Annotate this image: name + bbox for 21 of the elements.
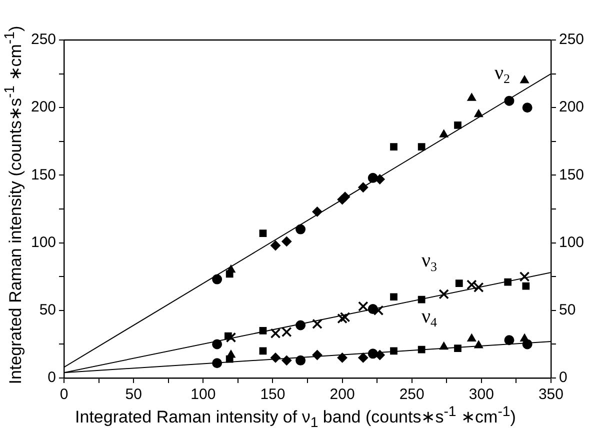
x-tick-label: 300	[468, 386, 494, 404]
y2-tick-label: 150	[558, 166, 584, 184]
y-tick-label: 100	[30, 234, 56, 251]
x-tick-label: 150	[260, 386, 286, 404]
y2-tick-label: 100	[558, 234, 584, 251]
x-tick-label: 50	[125, 386, 142, 404]
y-tick-label: 0	[48, 369, 56, 386]
x-tick-label: 250	[399, 386, 424, 404]
x-tick-label: 0	[60, 386, 68, 404]
x-axis-title: Integrated Raman intensity of ν$_{1}$ band (counts∗s$^{-1}$ ∗cm$^{-1}$)	[74, 404, 517, 431]
y-tick-label: 250	[30, 31, 56, 48]
y2-tick-label: 50	[558, 302, 576, 319]
y-tick-label: 150	[30, 166, 56, 184]
y2-tick-label: 250	[558, 31, 584, 48]
y-tick-label: 200	[30, 98, 56, 116]
x-tick-label: 350	[538, 386, 564, 404]
x-tick-label: 100	[190, 386, 216, 404]
y-tick-label: 50	[39, 302, 56, 319]
y2-tick-label: 0	[558, 369, 568, 386]
y2-tick-label: 200	[558, 98, 584, 116]
x-tick-label: 200	[330, 386, 355, 404]
